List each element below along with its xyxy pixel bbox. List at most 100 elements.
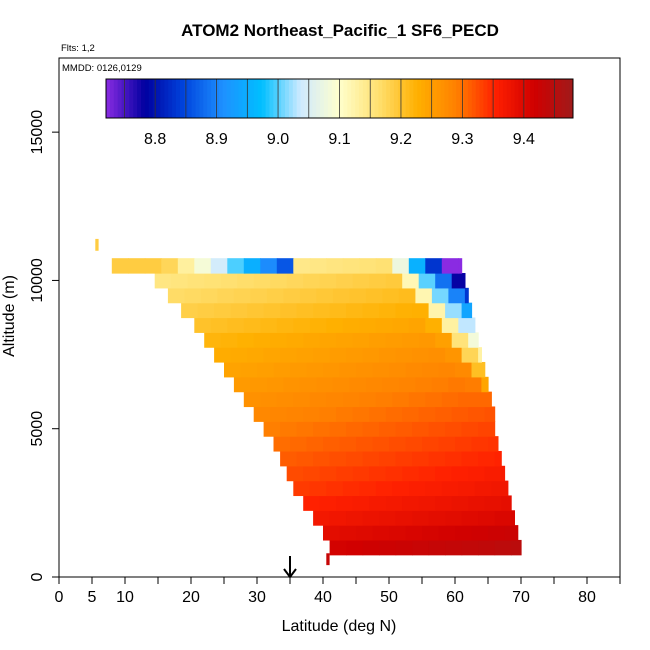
heatmap-cell bbox=[362, 450, 380, 467]
colorbar-segment bbox=[141, 79, 146, 118]
heatmap-cell bbox=[128, 258, 146, 274]
heatmap-cell bbox=[167, 287, 185, 304]
colorbar-segment bbox=[242, 79, 247, 118]
heatmap-cell bbox=[309, 480, 327, 497]
heatmap-cell bbox=[418, 273, 436, 289]
heatmap-cell bbox=[263, 302, 281, 319]
colorbar-tick-label: 8.8 bbox=[144, 131, 166, 148]
heatmap-cell bbox=[194, 258, 212, 274]
heatmap-cell bbox=[405, 361, 423, 378]
heatmap-cell bbox=[306, 361, 324, 378]
heatmap-cell bbox=[144, 258, 162, 274]
heatmap-cell bbox=[441, 258, 459, 274]
heatmap-cell bbox=[392, 391, 410, 408]
heatmap-cell bbox=[362, 302, 380, 319]
heatmap-cell bbox=[306, 436, 324, 452]
heatmap-cell bbox=[448, 287, 466, 304]
heatmap-cell bbox=[323, 436, 341, 452]
heatmap-cell bbox=[379, 347, 397, 363]
heatmap-cell bbox=[494, 539, 512, 556]
heatmap-cell bbox=[412, 510, 430, 526]
heatmap-cell bbox=[309, 258, 327, 274]
heatmap-cell bbox=[243, 391, 261, 408]
heatmap-cell bbox=[451, 465, 469, 482]
heatmap-cell bbox=[346, 450, 364, 467]
heatmap-cell bbox=[293, 391, 311, 408]
heatmap-cell bbox=[428, 421, 446, 437]
heatmap-cell bbox=[405, 436, 423, 452]
heatmap-cell bbox=[299, 287, 317, 304]
marker-arrow-head bbox=[283, 568, 297, 579]
heatmap-cell bbox=[491, 480, 509, 497]
heatmap-cell bbox=[339, 525, 357, 541]
heatmap-cell bbox=[418, 495, 436, 511]
colorbar-segment bbox=[382, 79, 387, 118]
colorbar-segment bbox=[277, 79, 282, 118]
colorbar-segment bbox=[273, 79, 278, 118]
colorbar-segment bbox=[113, 79, 119, 118]
colorbar-segment bbox=[393, 79, 399, 118]
heatmap-cell bbox=[95, 238, 99, 251]
heatmap-cell bbox=[356, 436, 374, 452]
heatmap-cell bbox=[332, 287, 350, 304]
heatmap-cell bbox=[346, 539, 364, 556]
colorbar-segment bbox=[526, 79, 531, 118]
heatmap-cell bbox=[408, 317, 426, 333]
colorbar-segment bbox=[281, 79, 286, 118]
heatmap-cell bbox=[484, 465, 502, 482]
heatmap-cell bbox=[286, 332, 304, 348]
heatmap-cell bbox=[237, 273, 255, 289]
heatmap-cell bbox=[184, 287, 202, 304]
heatmap-cell bbox=[422, 436, 440, 452]
colorbar-segment bbox=[355, 79, 360, 118]
colorbar-tick-label: 9.4 bbox=[513, 131, 535, 148]
heatmap-cell bbox=[270, 332, 288, 348]
colorbar-segment bbox=[106, 79, 111, 118]
heatmap-cell bbox=[313, 450, 331, 467]
heatmap-cell bbox=[309, 391, 327, 408]
heatmap-cell bbox=[375, 391, 393, 408]
heatmap-cell bbox=[227, 258, 245, 274]
heatmap-cell bbox=[455, 525, 473, 541]
colorbar-segment bbox=[553, 79, 558, 118]
heatmap-cell bbox=[438, 525, 456, 541]
colorbar-segment bbox=[448, 79, 453, 118]
heatmap-cell bbox=[435, 273, 453, 289]
heatmap-cell bbox=[375, 480, 393, 497]
heatmap-cell bbox=[270, 273, 288, 289]
heatmap-cell bbox=[468, 465, 486, 482]
heatmap-cell bbox=[425, 258, 443, 274]
colorbar-segment bbox=[421, 79, 426, 118]
heatmap-cell bbox=[412, 347, 430, 363]
heatmap-cell bbox=[445, 450, 463, 467]
heatmap-cell bbox=[468, 332, 479, 348]
colorbar-segment bbox=[327, 79, 333, 118]
colorbar-segment bbox=[191, 79, 197, 118]
heatmap-cell bbox=[435, 495, 453, 511]
colorbar-segment bbox=[456, 79, 461, 118]
colorbar-segment bbox=[137, 79, 142, 118]
heatmap-cell bbox=[329, 347, 347, 363]
colorbar-tick-label: 8.9 bbox=[205, 131, 227, 148]
heatmap-cell bbox=[412, 450, 430, 467]
heatmap-cell bbox=[260, 258, 278, 274]
heatmap-cell bbox=[458, 391, 476, 408]
heatmap-cell bbox=[187, 273, 205, 289]
heatmap-cell bbox=[372, 361, 390, 378]
heatmap-cell bbox=[299, 376, 317, 393]
heatmap-cell bbox=[435, 332, 453, 348]
heatmap-cell bbox=[365, 376, 383, 393]
heatmap-cell bbox=[464, 287, 469, 304]
heatmap-cell bbox=[200, 287, 218, 304]
x-axis-tick-label: 10 bbox=[116, 589, 134, 606]
colorbar-segment bbox=[557, 79, 562, 118]
heatmap-cell bbox=[326, 480, 344, 497]
heatmap-cell bbox=[455, 361, 473, 378]
heatmap-cell bbox=[253, 406, 271, 422]
heatmap-cell bbox=[214, 302, 232, 319]
heatmap-cell bbox=[303, 332, 321, 348]
heatmap-cell bbox=[385, 495, 403, 511]
heatmap-cell bbox=[319, 406, 337, 422]
heatmap-cell bbox=[461, 347, 479, 363]
